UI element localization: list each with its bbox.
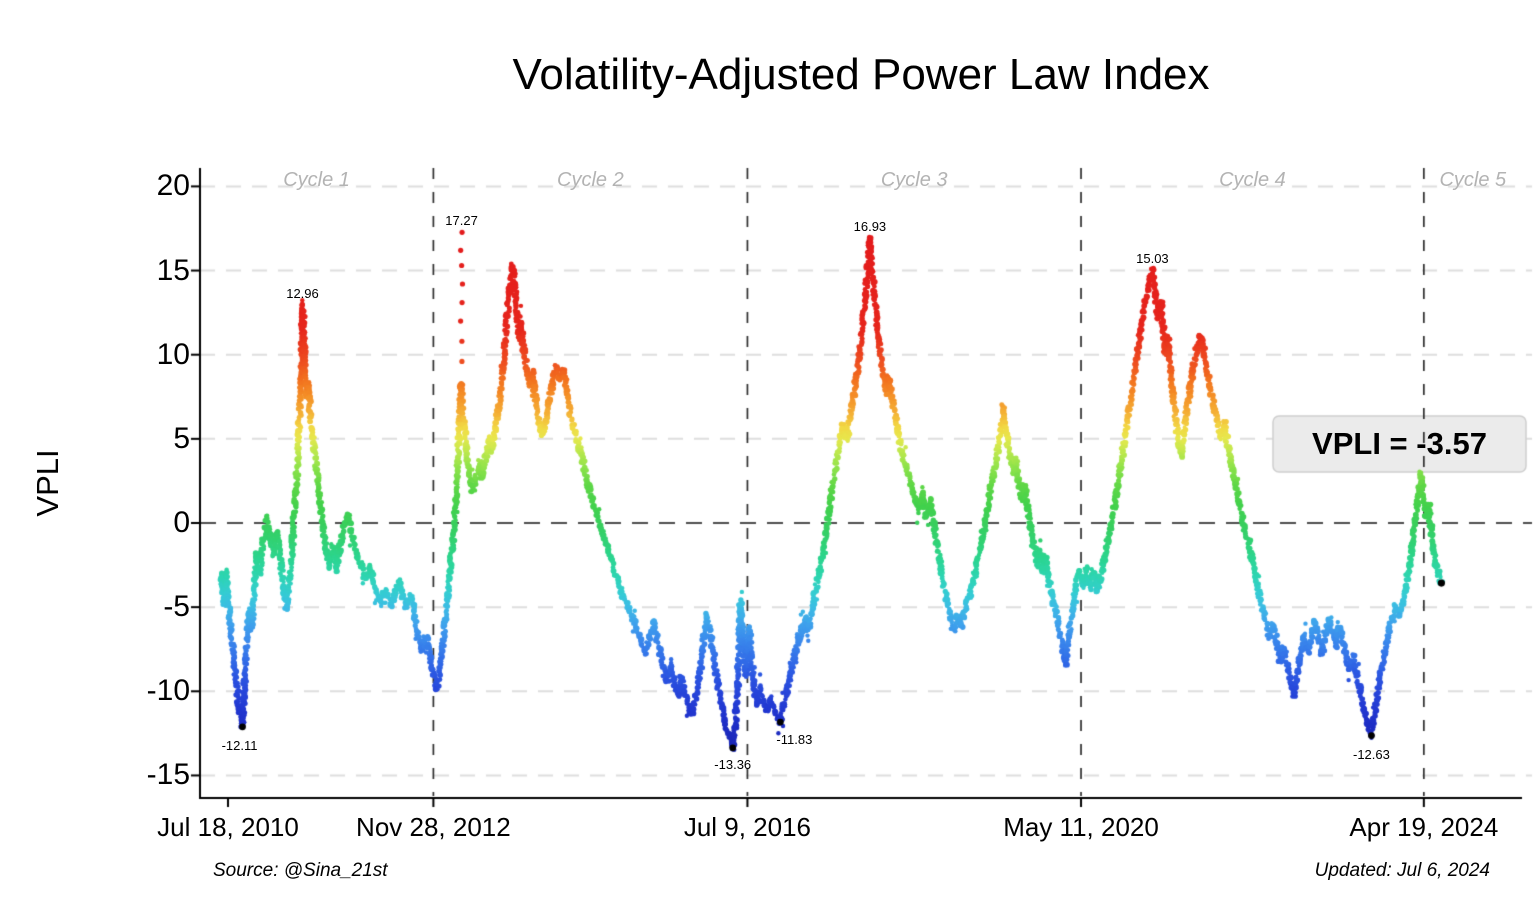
y-tick-label: 20: [156, 169, 190, 203]
y-tick-label: 0: [173, 506, 190, 539]
y-tick-label: -15: [146, 758, 190, 792]
y-tick-label: -5: [163, 590, 190, 624]
peak-annotation: 15.03: [1136, 251, 1169, 267]
vpli-value-box: VPLI = -3.57: [1273, 416, 1526, 472]
trough-annotation: -12.63: [1352, 746, 1390, 762]
y-tick-label: 5: [173, 421, 190, 455]
chart-title: Volatility-Adjusted Power Law Index: [512, 50, 1210, 99]
cycle-label: Cycle 4: [1219, 169, 1286, 191]
x-tick-label: Nov 28, 2012: [356, 812, 511, 842]
y-tick-label: 10: [156, 337, 190, 371]
trough-annotation: -12.11: [221, 737, 258, 753]
x-tick-label: Apr 19, 2024: [1349, 812, 1499, 842]
cycle-label: Cycle 3: [880, 169, 948, 191]
vpli-value-label: VPLI = -3.57: [1312, 426, 1487, 461]
source-credit: Source: @Sina_21st: [213, 860, 388, 881]
x-tick-label: May 11, 2020: [1003, 812, 1159, 842]
x-tick-label: Jul 9, 2016: [683, 812, 812, 842]
peak-annotation: 17.27: [445, 213, 478, 229]
trough-annotation: -13.36: [714, 756, 752, 772]
y-axis-label: VPLI: [30, 449, 65, 517]
y-tick-label: 15: [156, 253, 190, 287]
cycle-label: Cycle 2: [557, 169, 624, 191]
peak-annotation: 16.93: [853, 219, 887, 235]
x-tick-label: Jul 18, 2010: [157, 812, 299, 842]
peak-annotation: 12.96: [286, 285, 319, 301]
cycle-label: Cycle 1: [283, 169, 350, 191]
trough-annotation: -11.83: [776, 732, 813, 748]
y-tick-label: -10: [146, 674, 190, 708]
cycle-label: Cycle 5: [1439, 169, 1507, 191]
update-date: Updated: Jul 6, 2024: [1314, 860, 1490, 881]
